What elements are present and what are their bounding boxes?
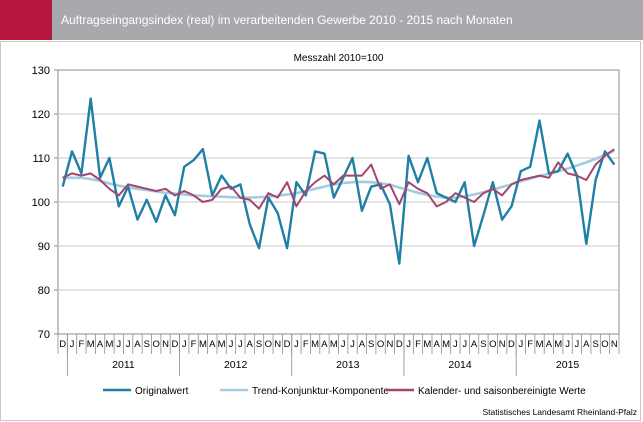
x-tick-label: D [284,339,291,350]
series-line-1 [61,97,616,265]
x-tick-label: J [116,339,121,350]
y-tick-label: 70 [38,329,50,341]
x-tick-label: M [105,339,113,350]
brand-accent [0,0,52,40]
x-tick-label: M [423,339,431,350]
x-tick-label: F [191,339,197,350]
x-tick-label: A [321,339,328,350]
y-tick-label: 80 [38,285,50,297]
x-tick-label: S [256,339,262,350]
x-tick-label: D [508,339,515,350]
x-tick-label: O [152,339,159,350]
x-tick-label: O [489,339,496,350]
year-label: 2013 [336,359,360,371]
x-tick-label: A [359,339,366,350]
year-label: 2012 [224,359,248,371]
x-tick-label: D [59,339,66,350]
x-tick-label: A [583,339,590,350]
x-tick-label: A [209,339,216,350]
x-tick-label: M [330,339,338,350]
x-tick-label: D [171,339,178,350]
x-tick-label: J [518,339,523,350]
y-tick-label: 130 [32,65,50,77]
year-label: 2015 [556,359,580,371]
y-tick-label: 90 [38,241,50,253]
x-tick-label: J [462,339,467,350]
header-bar [0,0,643,40]
x-tick-label: J [575,339,580,350]
x-tick-label: A [247,339,254,350]
x-tick-label: M [311,339,319,350]
x-tick-label: F [303,339,309,350]
x-tick-label: J [294,339,299,350]
legend-label: Originalwert [135,386,189,397]
x-tick-label: O [601,339,608,350]
year-label: 2011 [112,359,135,371]
x-tick-label: M [87,339,95,350]
x-tick-label: O [265,339,272,350]
x-tick-label: F [415,339,421,350]
x-tick-label: J [350,339,355,350]
x-tick-label: M [218,339,226,350]
chart-panel [0,41,641,421]
x-tick-label: N [274,339,281,350]
y-tick-label: 110 [32,153,50,165]
x-tick-label: M [536,339,544,350]
x-tick-label: M [442,339,450,350]
x-tick-label: J [238,339,243,350]
x-tick-label: N [499,339,506,350]
chart-title: Auftragseingangsindex (real) im verarbei… [61,13,513,27]
x-tick-label: N [611,339,618,350]
year-label: 2014 [448,359,472,371]
x-tick-label: S [480,339,486,350]
legend-label: Trend-Konjunktur-Komponente [252,386,389,397]
x-tick-label: J [406,339,411,350]
x-tick-label: J [453,339,458,350]
chart-subtitle: Messzahl 2010=100 [294,53,384,64]
y-tick-label: 120 [32,109,50,121]
x-tick-label: J [70,339,75,350]
x-tick-label: J [565,339,570,350]
legend-label: Kalender- und saisonbereinigte Werte [418,386,586,397]
x-tick-label: N [162,339,169,350]
x-tick-label: O [377,339,384,350]
series-line-3 [62,148,615,210]
x-tick-label: S [368,339,374,350]
x-tick-label: A [134,339,141,350]
x-tick-label: F [78,339,84,350]
x-tick-label: J [182,339,187,350]
x-tick-label: A [97,339,104,350]
y-tick-label: 100 [32,197,50,209]
x-tick-label: S [592,339,598,350]
x-tick-label: A [546,339,553,350]
x-tick-label: N [386,339,393,350]
x-tick-label: A [434,339,441,350]
x-tick-label: J [341,339,346,350]
x-tick-label: M [199,339,207,350]
x-tick-label: D [396,339,403,350]
x-tick-label: J [229,339,234,350]
source-note: Statistisches Landesamt Rheinland-Pfalz [482,407,638,417]
x-tick-label: A [471,339,478,350]
x-tick-label: F [527,339,533,350]
x-tick-label: J [126,339,131,350]
x-tick-label: M [554,339,562,350]
x-tick-label: S [144,339,150,350]
